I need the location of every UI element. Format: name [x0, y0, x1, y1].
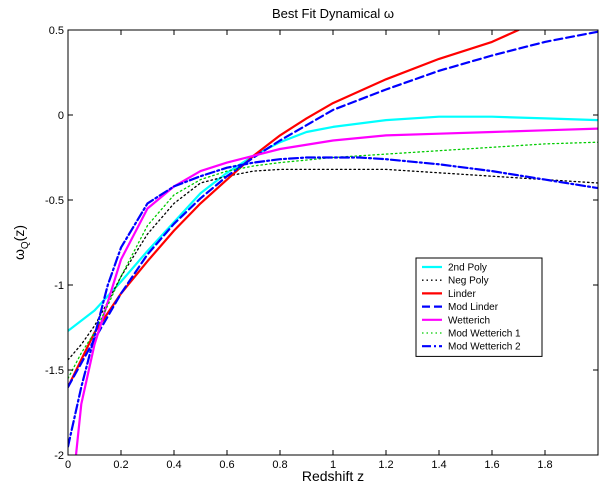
- legend-label: Mod Wetterich 1: [448, 329, 521, 340]
- x-tick-label: 0.2: [113, 459, 128, 471]
- y-tick-label: -1: [54, 280, 64, 292]
- x-tick-label: 1.4: [431, 459, 446, 471]
- series-line-2: [68, 168, 598, 361]
- plot-area: [68, 30, 598, 455]
- axis-ticks: 0 0.2 0.4 0.6 0.8 1 1.2 1.4 1.6 1.8 -2 -1.5 -1 -0.5 0 0…: [45, 25, 598, 471]
- legend-label: Mod Wetterich 2: [448, 342, 521, 353]
- chart-title: Best Fit Dynamical ω: [272, 6, 394, 21]
- series-line-7: [68, 156, 598, 448]
- x-tick-label: 0.8: [272, 459, 287, 471]
- legend-label: Mod Linder: [448, 302, 499, 313]
- y-axis-label-tail: (z): [11, 225, 27, 241]
- x-tick-label: 0: [65, 459, 71, 471]
- legend-label: Neg Poly: [448, 276, 489, 287]
- y-tick-label: 0: [58, 110, 64, 122]
- x-axis-label: Redshift z: [302, 468, 364, 484]
- x-tick-label: 0.6: [219, 459, 234, 471]
- y-axis-label: ωQ(z): [11, 225, 31, 260]
- x-tick-label: 1.8: [537, 459, 552, 471]
- series-line-6: [68, 141, 598, 380]
- y-tick-label: 0.5: [49, 25, 64, 37]
- y-tick-label: -1.5: [45, 365, 64, 377]
- x-tick-label: 0.4: [166, 459, 181, 471]
- series-line-5: [74, 127, 598, 455]
- x-tick-label: 1.2: [378, 459, 393, 471]
- x-tick-label: 1.6: [484, 459, 499, 471]
- legend-label: Wetterich: [448, 315, 490, 326]
- series-line-4: [68, 30, 598, 389]
- legend-label: 2nd Poly: [448, 263, 487, 274]
- y-axis-label-main: ω: [11, 249, 27, 260]
- legend: 2nd Poly Neg Poly Linder Mod Linder Wetteric…: [415, 257, 543, 357]
- y-axis-label-sub: Q: [20, 241, 31, 249]
- legend-label: Linder: [448, 289, 476, 300]
- x-tick-label: 1: [330, 459, 336, 471]
- y-tick-label: -0.5: [45, 195, 64, 207]
- y-tick-label: -2: [54, 450, 64, 462]
- plot-frame: [67, 29, 599, 456]
